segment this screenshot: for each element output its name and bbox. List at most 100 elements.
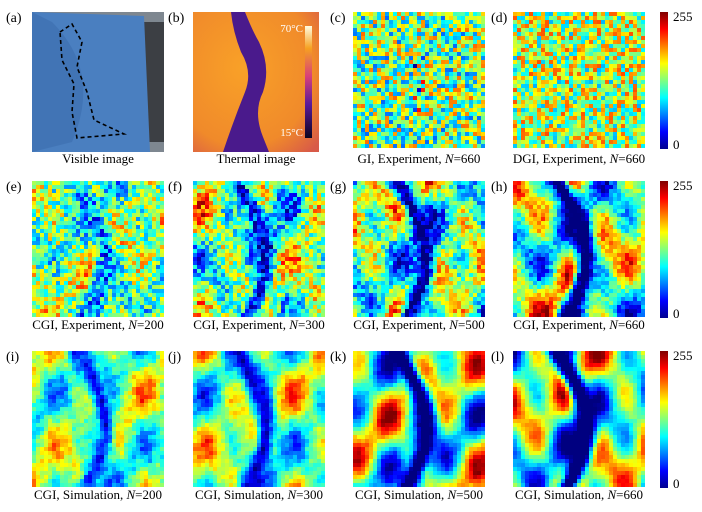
- pixel: [309, 197, 313, 201]
- pixel: [120, 257, 124, 261]
- pixel: [104, 253, 108, 257]
- pixel: [245, 241, 249, 245]
- pixel: [112, 185, 116, 189]
- pixel: [237, 265, 241, 269]
- pixel: [401, 52, 405, 56]
- pixel: [409, 48, 413, 52]
- pixel: [377, 64, 381, 68]
- pixel: [60, 253, 64, 257]
- pixel: [573, 48, 577, 52]
- pixel: [433, 72, 437, 76]
- pixel: [209, 197, 213, 201]
- pixel: [353, 229, 357, 233]
- caption: CGI, Experiment, N=300: [193, 317, 325, 332]
- pixel: [361, 217, 365, 221]
- pixel: [385, 76, 389, 80]
- pixel: [361, 28, 365, 32]
- pixel: [597, 72, 601, 76]
- pixel: [441, 40, 445, 44]
- pixel: [353, 52, 357, 56]
- pixel: [581, 56, 585, 60]
- pixel: [617, 112, 621, 116]
- pixel: [64, 213, 68, 217]
- pixel: [92, 209, 96, 213]
- pixel: [609, 36, 613, 40]
- pixel: [521, 84, 525, 88]
- pixel: [373, 185, 377, 189]
- pixel: [641, 12, 645, 16]
- pixel: [581, 40, 585, 44]
- pixel: [465, 52, 469, 56]
- pixel: [533, 68, 537, 72]
- pixel: [293, 205, 297, 209]
- pixel: [613, 80, 617, 84]
- pixel: [437, 64, 441, 68]
- pixel: [128, 289, 132, 293]
- pixel: [104, 297, 108, 301]
- pixel: [48, 289, 52, 293]
- pixel: [381, 181, 385, 185]
- pixel: [313, 241, 317, 245]
- pixel: [64, 277, 68, 281]
- pixel: [405, 52, 409, 56]
- pixel: [116, 229, 120, 233]
- pixel: [225, 189, 229, 193]
- pixel: [285, 225, 289, 229]
- pixel: [461, 100, 465, 104]
- pixel: [641, 60, 645, 64]
- pixel: [76, 229, 80, 233]
- pixel: [617, 60, 621, 64]
- pixel: [265, 249, 269, 253]
- pixel: [237, 277, 241, 281]
- pixel: [445, 189, 449, 193]
- pixel: [549, 60, 553, 64]
- pixel: [613, 132, 617, 136]
- pixel: [549, 140, 553, 144]
- pixel: [213, 245, 217, 249]
- pixel: [629, 88, 633, 92]
- pixel: [56, 245, 60, 249]
- pixel: [377, 225, 381, 229]
- pixel: [281, 285, 285, 289]
- pixel: [369, 80, 373, 84]
- pixel: [217, 205, 221, 209]
- pixel: [517, 20, 521, 24]
- pixel: [249, 245, 253, 249]
- pixel: [405, 116, 409, 120]
- pixel: [433, 28, 437, 32]
- pixel: [297, 265, 301, 269]
- pixel: [537, 124, 541, 128]
- pixel: [585, 132, 589, 136]
- pixel: [601, 92, 605, 96]
- pixel: [36, 297, 40, 301]
- pixel: [449, 124, 453, 128]
- pixel: [140, 265, 144, 269]
- pixel: [44, 285, 48, 289]
- pixel: [40, 201, 44, 205]
- pixel: [417, 36, 421, 40]
- pixel: [629, 48, 633, 52]
- pixel: [265, 201, 269, 205]
- pixel: [40, 297, 44, 301]
- pixel: [641, 92, 645, 96]
- pixel: [213, 285, 217, 289]
- pixel: [120, 305, 124, 309]
- pixel: [281, 253, 285, 257]
- pixel: [209, 273, 213, 277]
- pixel: [481, 140, 485, 144]
- pixel: [301, 309, 305, 313]
- pixel: [533, 88, 537, 92]
- panel: 70°C15°C: [193, 12, 319, 152]
- pixel: [553, 140, 557, 144]
- pixel: [52, 197, 56, 201]
- pixel: [205, 293, 209, 297]
- pixel: [629, 60, 633, 64]
- pixel: [293, 281, 297, 285]
- pixel: [641, 48, 645, 52]
- pixel: [397, 124, 401, 128]
- pixel: [32, 181, 36, 185]
- pixel: [453, 48, 457, 52]
- pixel: [84, 201, 88, 205]
- pixel: [585, 16, 589, 20]
- pixel: [621, 68, 625, 72]
